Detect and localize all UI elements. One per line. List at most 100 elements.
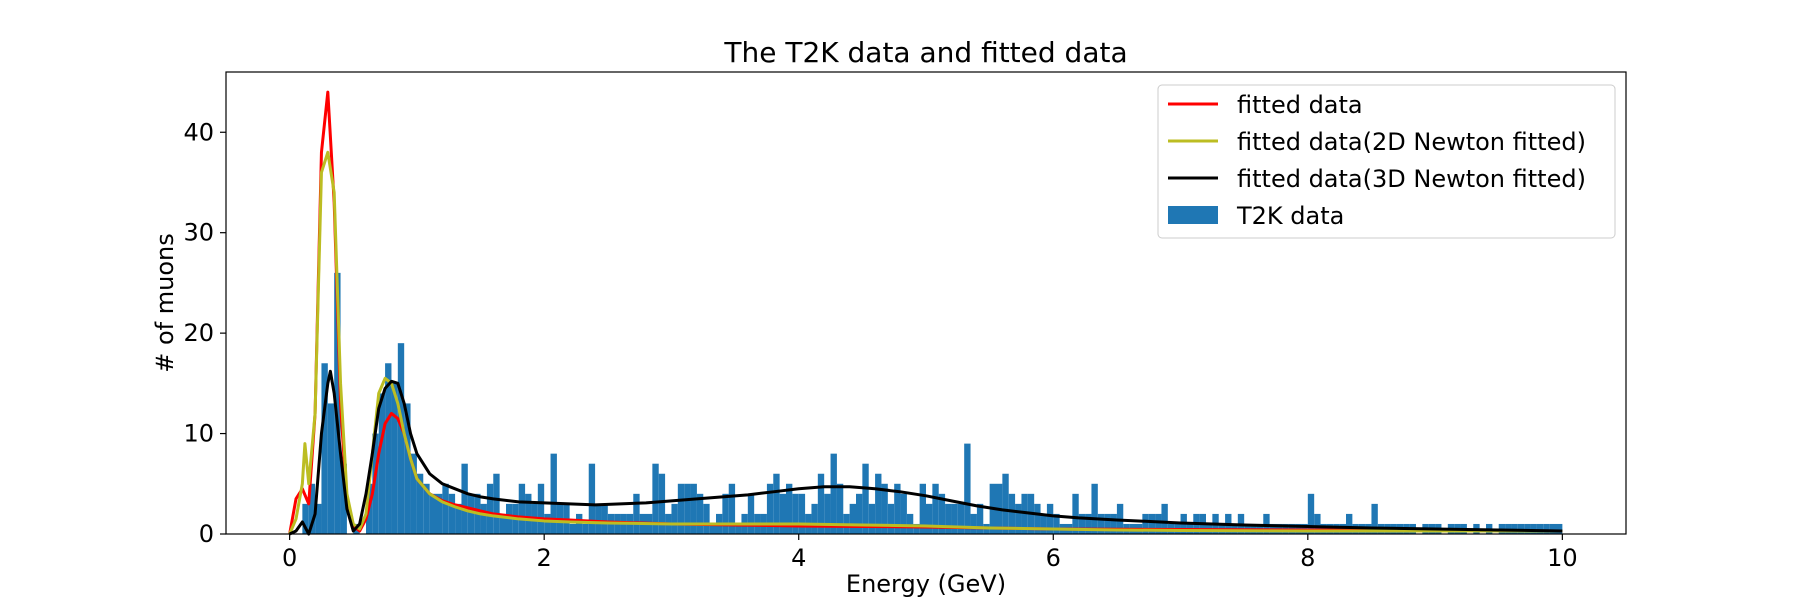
histogram-bar bbox=[824, 493, 831, 534]
x-tick-label: 4 bbox=[791, 544, 806, 572]
histogram-bar bbox=[703, 503, 710, 534]
histogram-bar bbox=[1015, 503, 1022, 534]
histogram-bar bbox=[1142, 513, 1149, 534]
legend-label-2d-newton: fitted data(2D Newton fitted) bbox=[1237, 128, 1586, 156]
histogram-bar bbox=[792, 493, 799, 534]
histogram-bar bbox=[684, 483, 691, 534]
histogram-bar bbox=[436, 493, 443, 534]
histogram-bar bbox=[397, 343, 405, 534]
histogram-bar bbox=[900, 493, 907, 534]
histogram-bar bbox=[569, 523, 576, 534]
histogram-bar bbox=[1307, 493, 1315, 534]
histogram-bar bbox=[391, 383, 398, 534]
histogram-bar bbox=[696, 493, 704, 534]
x-tick-label: 8 bbox=[1300, 544, 1315, 572]
histogram-bar bbox=[1040, 513, 1047, 534]
histogram-bar bbox=[735, 523, 742, 534]
histogram-bar bbox=[416, 473, 424, 534]
fitted-lines bbox=[288, 90, 1563, 536]
legend: fitted data fitted data(2D Newton fitted… bbox=[1157, 84, 1616, 239]
histogram-bar bbox=[442, 483, 449, 534]
chart-title: The T2K data and fitted data bbox=[723, 36, 1127, 69]
y-axis-ticks: 0 10 20 30 40 bbox=[183, 118, 226, 548]
x-tick-label: 6 bbox=[1046, 544, 1061, 572]
histogram-bar bbox=[671, 503, 678, 534]
y-tick-label: 30 bbox=[183, 219, 214, 247]
histogram-bar bbox=[448, 493, 456, 534]
histogram-bar bbox=[811, 503, 818, 534]
histogram-bar bbox=[1346, 513, 1353, 534]
histogram-bar bbox=[728, 483, 736, 534]
histogram-bar bbox=[894, 483, 901, 534]
x-tick-label: 0 bbox=[282, 544, 297, 572]
histogram-bar bbox=[875, 473, 882, 534]
histogram-bar bbox=[1371, 503, 1378, 534]
y-tick-label: 40 bbox=[183, 118, 214, 146]
histogram-bar bbox=[906, 513, 914, 534]
histogram-bar bbox=[499, 513, 506, 534]
histogram-bar bbox=[1072, 493, 1079, 534]
legend-swatch-t2k bbox=[1168, 206, 1218, 224]
2d-newton-fit-line bbox=[288, 150, 1563, 535]
histogram-bar bbox=[461, 463, 468, 534]
y-tick-label: 10 bbox=[183, 420, 214, 448]
histogram-bar bbox=[976, 503, 984, 534]
legend-label-t2k: T2K data bbox=[1236, 202, 1344, 230]
histogram-bar bbox=[334, 272, 341, 534]
histogram-bar bbox=[1314, 513, 1321, 534]
histogram-bar bbox=[1148, 513, 1156, 534]
histogram-bar bbox=[836, 483, 844, 534]
histogram-bar bbox=[957, 503, 965, 534]
histogram-bar bbox=[690, 483, 697, 534]
histogram-bar bbox=[919, 483, 926, 534]
histogram-bar bbox=[1104, 513, 1111, 534]
histogram-bar bbox=[766, 483, 774, 534]
histogram-bar bbox=[970, 513, 977, 534]
histogram-bar bbox=[747, 493, 755, 534]
histogram-bar bbox=[423, 483, 430, 534]
histogram-bar bbox=[525, 493, 532, 534]
histogram-bar bbox=[1543, 523, 1550, 534]
histogram-bar bbox=[1085, 513, 1092, 534]
histogram-bar bbox=[830, 453, 837, 534]
histogram-bar bbox=[817, 473, 825, 534]
histogram-bar bbox=[1008, 493, 1016, 534]
histogram-bar bbox=[1091, 483, 1098, 534]
histogram-bar bbox=[1097, 513, 1105, 534]
x-axis-ticks: 0 2 4 6 8 10 bbox=[282, 534, 1578, 572]
histogram-bar bbox=[340, 463, 347, 534]
histogram-bar bbox=[410, 453, 417, 534]
histogram-bar bbox=[327, 403, 335, 534]
y-tick-label: 0 bbox=[199, 520, 214, 548]
histogram-bar bbox=[938, 493, 946, 534]
histogram-bar bbox=[881, 483, 888, 534]
histogram-bar bbox=[1002, 473, 1009, 534]
histogram-bars bbox=[302, 272, 1563, 534]
histogram-bar bbox=[945, 503, 952, 534]
histogram-bar bbox=[308, 483, 316, 534]
histogram-bar bbox=[658, 473, 666, 534]
histogram-bar bbox=[868, 503, 876, 534]
legend-label-fitted: fitted data bbox=[1237, 91, 1363, 119]
histogram-bar bbox=[582, 523, 589, 534]
histogram-bar bbox=[601, 503, 608, 534]
histogram-bar bbox=[932, 483, 939, 534]
histogram-bar bbox=[302, 503, 309, 534]
histogram-bar bbox=[773, 473, 780, 534]
histogram-bar bbox=[315, 503, 322, 534]
histogram-bar bbox=[1530, 523, 1537, 534]
histogram-bar bbox=[595, 503, 602, 534]
histogram-bar bbox=[798, 493, 806, 534]
histogram-bar bbox=[709, 523, 716, 534]
histogram-bar bbox=[372, 433, 379, 534]
histogram-bar bbox=[779, 493, 786, 534]
histogram-bar bbox=[856, 493, 863, 534]
histogram-bar bbox=[486, 483, 494, 534]
histogram-bar bbox=[550, 453, 557, 534]
histogram-bar bbox=[404, 403, 411, 534]
histogram-bar bbox=[1053, 513, 1060, 534]
histogram-bar bbox=[1155, 513, 1162, 534]
histogram-bar bbox=[321, 363, 328, 534]
histogram-bar bbox=[786, 483, 793, 534]
histogram-bar bbox=[964, 443, 971, 534]
